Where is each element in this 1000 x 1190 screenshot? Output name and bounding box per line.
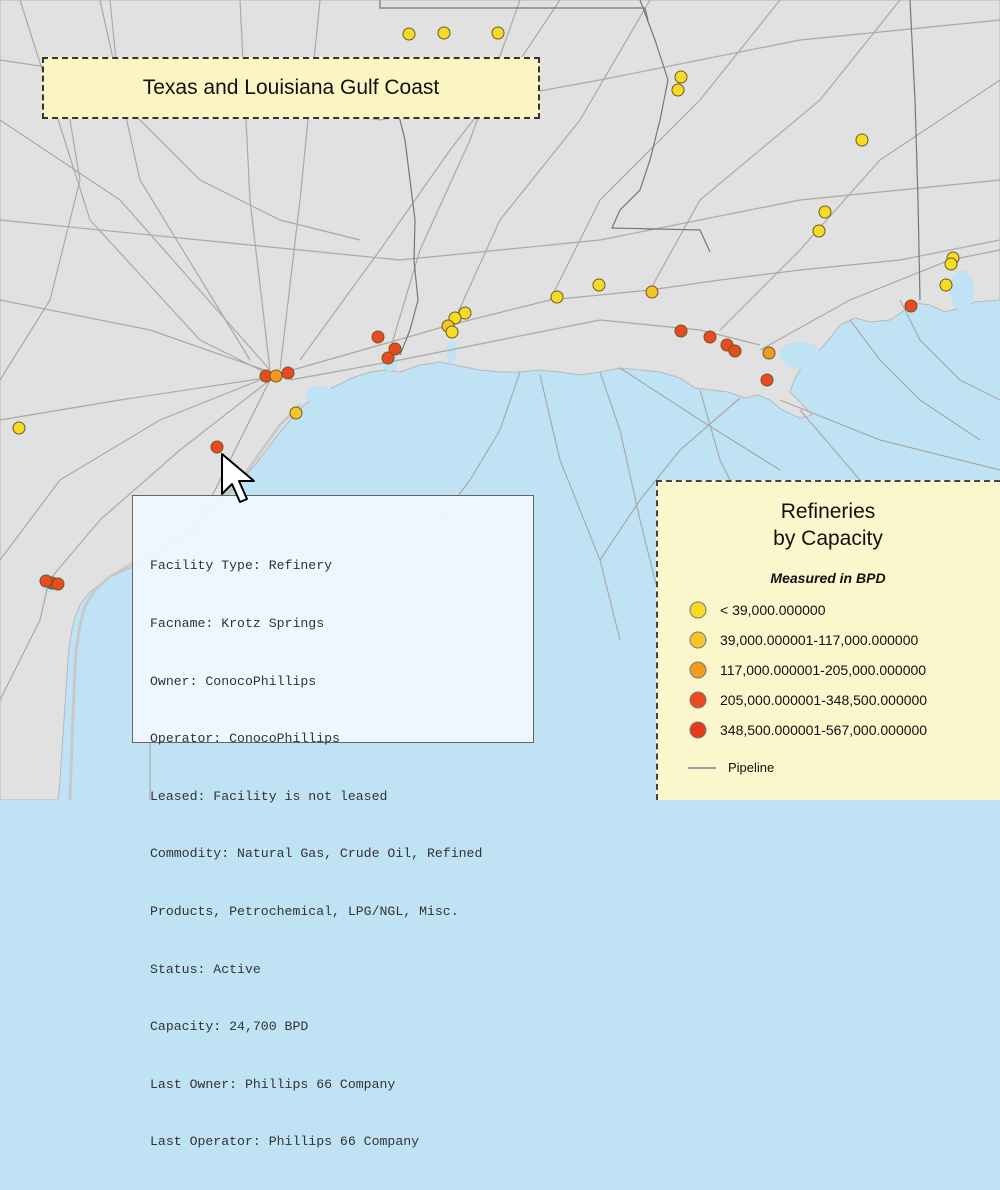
refinery-marker[interactable] bbox=[671, 83, 685, 97]
popup-line-commodity-cont: Products, Petrochemical, LPG/NGL, Misc. bbox=[150, 903, 459, 919]
popup-line-commodity: Commodity: Natural Gas, Crude Oil, Refin… bbox=[150, 846, 483, 862]
popup-line-capacity: Capacity: 24,700 BPD bbox=[150, 1019, 309, 1035]
refinery-marker[interactable] bbox=[210, 440, 224, 454]
refinery-layer bbox=[12, 26, 960, 591]
circle-symbol-icon bbox=[689, 631, 707, 649]
refinery-marker[interactable] bbox=[592, 278, 606, 292]
refinery-marker[interactable] bbox=[762, 346, 776, 360]
refinery-marker[interactable] bbox=[39, 574, 53, 588]
refinery-marker[interactable] bbox=[388, 342, 402, 356]
legend-item-class3: 117,000.000001-205,000.000000 bbox=[688, 658, 926, 682]
legend-item-label: 39,000.000001-117,000.000000 bbox=[720, 632, 919, 648]
refinery-marker[interactable] bbox=[760, 373, 774, 387]
popup-line-operator: Operator: ConocoPhillips bbox=[150, 731, 340, 747]
state-boundaries bbox=[379, 0, 921, 356]
legend-item-label: 117,000.000001-205,000.000000 bbox=[720, 662, 927, 678]
popup-line-status: Status: Active bbox=[150, 961, 261, 977]
legend-item-pipeline: Pipeline bbox=[688, 760, 774, 775]
popup-line-facility-type: Facility Type: Refinery bbox=[150, 558, 333, 574]
facility-popup: Facility Type: Refinery Facname: Krotz S… bbox=[132, 495, 534, 1149]
map-title: Texas and Louisiana Gulf Coast bbox=[42, 57, 540, 119]
refinery-marker[interactable] bbox=[281, 366, 295, 380]
popup-line-facname: Facname: Krotz Springs bbox=[150, 616, 325, 631]
refinery-marker[interactable] bbox=[812, 224, 826, 238]
circle-symbol-icon bbox=[689, 661, 707, 679]
legend-item-label: < 39,000.000000 bbox=[720, 602, 826, 618]
popup-line-leased: Leased: Facility is not leased bbox=[150, 788, 388, 804]
popup-line-owner: Owner: ConocoPhillips bbox=[150, 673, 317, 689]
legend: Refineries by Capacity Measured in BPD <… bbox=[656, 480, 1000, 800]
refinery-marker[interactable] bbox=[855, 133, 869, 147]
legend-item-class2: 39,000.000001-117,000.000000 bbox=[688, 628, 918, 652]
map-canvas[interactable]: Texas and Louisiana Gulf Coast Facility … bbox=[0, 0, 1000, 1149]
refinery-marker[interactable] bbox=[12, 421, 26, 435]
refinery-marker[interactable] bbox=[550, 290, 564, 304]
legend-subtitle: Measured in BPD bbox=[770, 570, 886, 586]
breton-sound bbox=[780, 341, 820, 369]
refinery-marker[interactable] bbox=[939, 278, 953, 292]
refinery-marker[interactable] bbox=[703, 330, 717, 344]
refinery-marker[interactable] bbox=[728, 344, 742, 358]
legend-pipeline-label: Pipeline bbox=[728, 760, 775, 775]
refinery-marker[interactable] bbox=[904, 299, 918, 313]
refinery-marker[interactable] bbox=[674, 70, 688, 84]
galveston-bay bbox=[306, 386, 334, 404]
circle-symbol-icon bbox=[689, 601, 707, 619]
legend-item-label: 205,000.000001-348,500.000000 bbox=[720, 692, 928, 708]
refinery-marker[interactable] bbox=[645, 285, 659, 299]
refinery-marker[interactable] bbox=[491, 26, 505, 40]
mobile-bay bbox=[950, 270, 974, 310]
refinery-marker[interactable] bbox=[445, 325, 459, 339]
calcasieu-lake bbox=[446, 340, 456, 364]
refinery-marker[interactable] bbox=[437, 26, 451, 40]
legend-title-line1: Refineries bbox=[780, 500, 876, 523]
refinery-marker[interactable] bbox=[381, 351, 395, 365]
legend-item-class4: 205,000.000001-348,500.000000 bbox=[688, 688, 927, 712]
refinery-marker[interactable] bbox=[674, 324, 688, 338]
legend-item-label: 348,500.000001-567,000.000000 bbox=[720, 722, 928, 738]
legend-title-line2: by Capacity bbox=[773, 527, 883, 550]
legend-title: Refineries by Capacity bbox=[658, 498, 998, 552]
legend-item-class5: 348,500.000001-567,000.000000 bbox=[688, 718, 927, 742]
refinery-marker[interactable] bbox=[289, 406, 303, 420]
pipeline-line-icon bbox=[688, 766, 716, 769]
legend-item-class1: < 39,000.000000 bbox=[688, 598, 826, 622]
refinery-marker[interactable] bbox=[371, 330, 385, 344]
circle-symbol-icon bbox=[689, 691, 707, 709]
refinery-marker[interactable] bbox=[402, 27, 416, 41]
refinery-marker[interactable] bbox=[51, 577, 65, 591]
circle-symbol-icon bbox=[689, 721, 707, 739]
refinery-marker[interactable] bbox=[944, 257, 958, 271]
popup-line-last-owner: Last Owner: Phillips 66 Company bbox=[150, 1076, 396, 1092]
refinery-marker[interactable] bbox=[269, 369, 283, 383]
arrow-cursor-icon bbox=[221, 453, 255, 503]
barrier-island bbox=[68, 403, 302, 800]
popup-line-last-operator: Last Operator: Phillips 66 Company bbox=[150, 1134, 420, 1150]
refinery-marker[interactable] bbox=[818, 205, 832, 219]
